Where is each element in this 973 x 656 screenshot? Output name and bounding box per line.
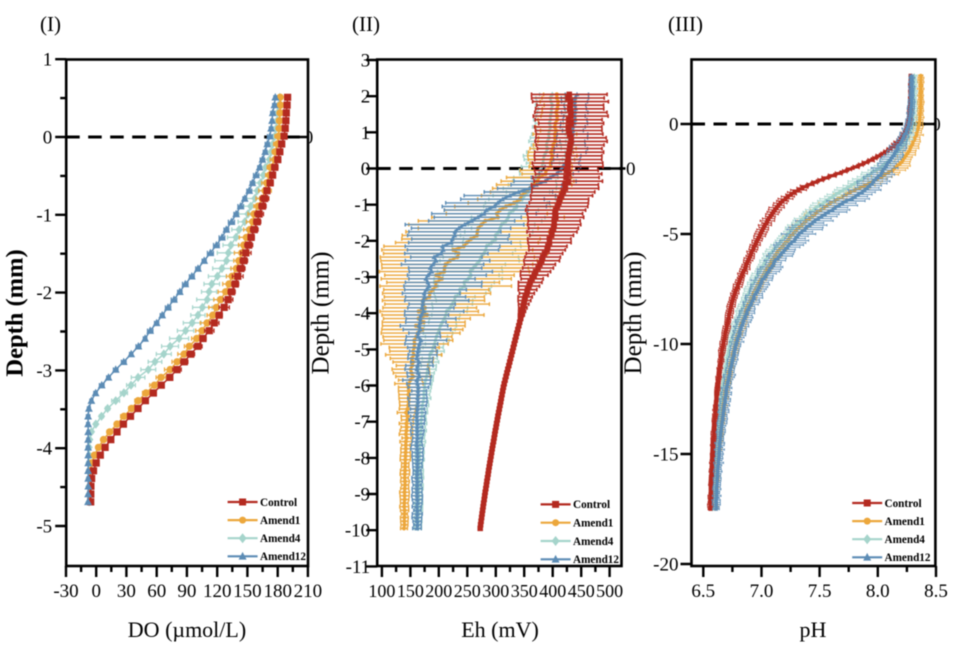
svg-text:0: 0 <box>43 128 53 149</box>
svg-text:6.5: 6.5 <box>691 581 715 602</box>
svg-text:200: 200 <box>425 581 452 601</box>
svg-text:-9: -9 <box>354 485 370 506</box>
svg-text:Control: Control <box>885 498 922 510</box>
svg-text:8.0: 8.0 <box>866 581 890 602</box>
svg-text:-2: -2 <box>36 283 52 304</box>
svg-text:Amend4: Amend4 <box>885 534 926 546</box>
svg-text:-5: -5 <box>663 225 679 246</box>
svg-text:30: 30 <box>117 581 136 602</box>
svg-text:120: 120 <box>203 581 232 602</box>
svg-text:0: 0 <box>304 128 314 149</box>
svg-text:Depth (mm): Depth (mm) <box>620 252 647 375</box>
svg-text:Amend12: Amend12 <box>260 551 306 563</box>
svg-text:0: 0 <box>91 581 101 602</box>
svg-text:-5: -5 <box>354 340 370 361</box>
svg-text:-15: -15 <box>653 445 678 466</box>
svg-text:-4: -4 <box>36 439 52 460</box>
svg-text:0: 0 <box>361 159 371 180</box>
svg-text:0: 0 <box>669 115 679 136</box>
svg-text:(II): (II) <box>352 12 380 36</box>
svg-text:-5: -5 <box>36 517 52 538</box>
svg-text:Depth (mm): Depth (mm) <box>2 249 29 376</box>
svg-text:150: 150 <box>397 581 424 601</box>
svg-text:100: 100 <box>368 581 395 601</box>
svg-text:500: 500 <box>596 581 623 601</box>
svg-text:-3: -3 <box>354 268 370 289</box>
svg-text:-20: -20 <box>653 555 678 576</box>
svg-text:-7: -7 <box>354 412 370 433</box>
svg-text:-2: -2 <box>354 231 370 252</box>
svg-text:Amend12: Amend12 <box>573 554 619 566</box>
svg-text:-3: -3 <box>36 361 52 382</box>
svg-text:300: 300 <box>482 581 509 601</box>
svg-text:60: 60 <box>147 581 166 602</box>
svg-text:-8: -8 <box>354 448 370 469</box>
svg-text:-11: -11 <box>346 557 371 578</box>
svg-text:-6: -6 <box>354 376 370 397</box>
svg-text:(III): (III) <box>668 12 703 36</box>
svg-text:-1: -1 <box>36 205 52 226</box>
svg-text:Amend1: Amend1 <box>885 516 926 528</box>
svg-text:Amend4: Amend4 <box>573 536 614 548</box>
svg-text:-10: -10 <box>653 335 678 356</box>
svg-text:8.5: 8.5 <box>924 581 948 602</box>
svg-text:(I): (I) <box>40 12 61 36</box>
svg-text:-10: -10 <box>345 521 370 542</box>
svg-text:Control: Control <box>260 497 297 509</box>
svg-text:2: 2 <box>361 87 371 108</box>
svg-text:-30: -30 <box>53 581 78 602</box>
svg-text:DO (µmol/L): DO (µmol/L) <box>128 617 246 642</box>
svg-text:Amend1: Amend1 <box>573 518 614 530</box>
svg-text:0: 0 <box>626 159 636 180</box>
svg-text:-4: -4 <box>354 304 370 325</box>
svg-text:1: 1 <box>361 123 371 144</box>
svg-text:7.5: 7.5 <box>808 581 832 602</box>
svg-text:350: 350 <box>511 581 538 601</box>
svg-text:Control: Control <box>573 499 610 511</box>
svg-text:Eh (mV): Eh (mV) <box>461 617 539 642</box>
svg-text:150: 150 <box>233 581 262 602</box>
svg-text:pH: pH <box>800 617 827 642</box>
svg-text:Depth (mm): Depth (mm) <box>308 252 335 375</box>
svg-text:180: 180 <box>263 581 292 602</box>
svg-text:Amend4: Amend4 <box>260 533 301 545</box>
svg-text:3: 3 <box>361 51 371 72</box>
svg-text:90: 90 <box>177 581 196 602</box>
svg-text:Amend12: Amend12 <box>885 552 931 564</box>
svg-text:Amend1: Amend1 <box>260 515 301 527</box>
svg-text:210: 210 <box>294 581 323 602</box>
svg-text:7.0: 7.0 <box>750 581 774 602</box>
svg-text:1: 1 <box>43 50 53 71</box>
svg-text:0: 0 <box>931 115 941 136</box>
svg-text:250: 250 <box>454 581 481 601</box>
svg-text:450: 450 <box>568 581 595 601</box>
svg-text:400: 400 <box>539 581 566 601</box>
svg-text:-1: -1 <box>354 195 370 216</box>
